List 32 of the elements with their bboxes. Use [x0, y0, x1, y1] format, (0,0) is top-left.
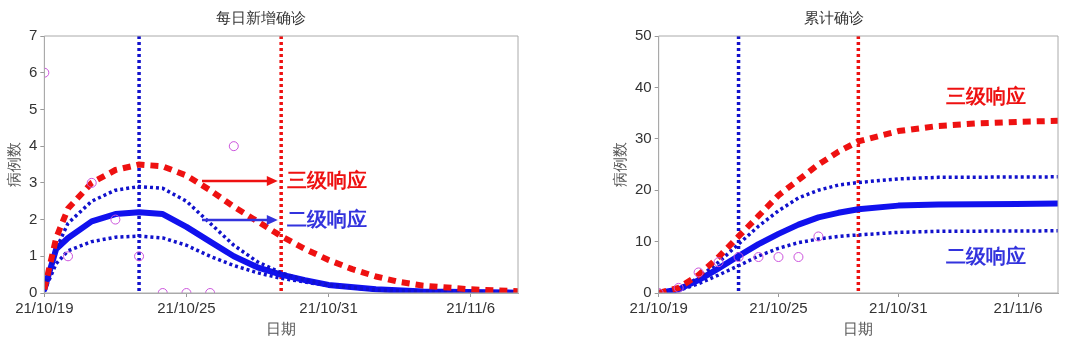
x-tick-label: 21/10/31	[299, 299, 358, 317]
y-tick-label: 6	[29, 62, 38, 80]
x-tick-label: 21/10/31	[869, 299, 928, 317]
y-tick-label: 40	[635, 77, 652, 95]
y-axis-title: 病例数	[4, 142, 23, 187]
x-tick-label: 21/10/19	[629, 299, 688, 317]
y-tick-label: 1	[29, 246, 38, 264]
annotation: 三级响应	[287, 168, 368, 191]
y-axis-title: 病例数	[610, 142, 629, 187]
y-tick-label: 7	[29, 26, 38, 44]
y-tick-label: 3	[29, 173, 38, 190]
x-axis-title: 日期	[843, 319, 874, 338]
x-tick-label: 21/11/6	[993, 299, 1043, 317]
y-tick-label: 4	[29, 136, 38, 154]
y-tick-label: 10	[635, 231, 652, 249]
y-tick-label: 0	[29, 283, 38, 301]
annotation: 二级响应	[946, 244, 1027, 267]
annotation: 二级响应	[287, 207, 368, 230]
x-tick-label: 21/10/25	[749, 299, 808, 317]
x-tick-label: 21/11/6	[446, 299, 496, 317]
y-tick-label: 50	[635, 26, 652, 44]
y-tick-label: 20	[635, 180, 652, 198]
y-tick-label: 30	[635, 128, 652, 146]
x-axis-title: 日期	[266, 319, 297, 338]
y-tick-label: 0	[643, 283, 652, 301]
chart-title: 每日新增确诊	[216, 8, 306, 27]
y-tick-label: 5	[29, 99, 38, 117]
y-tick-label: 2	[29, 209, 38, 227]
annotation: 三级响应	[946, 85, 1027, 108]
x-tick-label: 21/10/25	[157, 299, 216, 317]
x-tick-label: 21/10/19	[15, 299, 74, 317]
chart-title: 累计确诊	[804, 8, 864, 27]
